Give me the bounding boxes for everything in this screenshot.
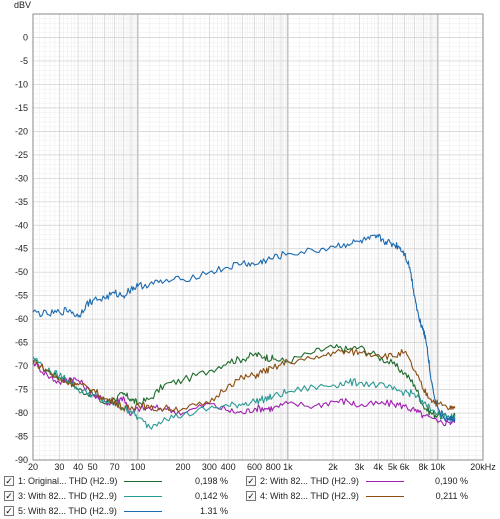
y-tick-label: -90: [15, 455, 28, 465]
x-tick-label: 20: [28, 462, 38, 472]
x-tick-label: 10k: [431, 462, 446, 472]
x-tick-label: 200: [175, 462, 190, 472]
legend-checkbox-5[interactable]: ✓: [4, 506, 14, 516]
legend-label-5: 5: With 82... THD (H2..9): [18, 506, 117, 516]
y-tick-label: -25: [15, 150, 28, 160]
x-tick-label: 5k: [388, 462, 398, 472]
y-tick-label: -40: [15, 220, 28, 230]
y-tick-labels: 0 -5 -10 -15 -20 -25 -30 -35 -40 -45 -50 -55 -60 -65 -…: [15, 32, 28, 465]
y-tick-label: -65: [15, 338, 28, 348]
legend-value-5: 1.31 %: [199, 506, 228, 516]
series-line-4: [32, 348, 456, 413]
y-tick-label: -50: [15, 267, 28, 277]
legend-label-3: 3: With 82... THD (H2..9): [18, 491, 117, 501]
x-tick-label: 400: [221, 462, 236, 472]
legend-value-2: 0,190 %: [434, 476, 468, 486]
thd-chart: 0 -5 -10 -15 -20 -25 -30 -35 -40 -45 -50 -55 -60 -65 -…: [14, 0, 497, 472]
x-tick-label: 40: [73, 462, 83, 472]
x-tick-label: 8k: [419, 462, 429, 472]
y-tick-label: -5: [20, 56, 28, 66]
y-tick-label: -35: [15, 197, 28, 207]
legend-checkbox-4[interactable]: ✓: [246, 491, 256, 501]
y-tick-label: -60: [15, 314, 28, 324]
x-tick-label: 1k: [283, 462, 293, 472]
x-tick-label: 2k: [328, 462, 338, 472]
y-tick-label: -85: [15, 432, 28, 442]
series-layer: [32, 233, 456, 430]
y-tick-label: -20: [15, 126, 28, 136]
legend-swatch-5: [124, 511, 162, 512]
legend-item-1[interactable]: ✓ 1: Original... THD (H2..9) 0,198 %: [4, 475, 244, 489]
legend-swatch-1: [124, 481, 162, 482]
y-tick-label: -30: [15, 173, 28, 183]
grid-major: [32, 14, 484, 461]
legend-item-3[interactable]: ✓ 3: With 82... THD (H2..9) 0,142 %: [4, 490, 244, 504]
y-tick-label: -70: [15, 361, 28, 371]
legend-checkbox-2[interactable]: ✓: [246, 476, 256, 486]
x-tick-label: 300: [202, 462, 217, 472]
legend-item-2[interactable]: ✓ 2: With 82... THD (H2..9) 0,190 %: [246, 475, 496, 489]
x-tick-label: 600: [247, 462, 262, 472]
series-line-5: [32, 233, 456, 423]
plot-frame: [32, 13, 484, 461]
legend-label-4: 4: With 82... THD (H2..9): [260, 491, 359, 501]
legend-item-4[interactable]: ✓ 4: With 82... THD (H2..9) 0,211 %: [246, 490, 496, 504]
legend-checkbox-1[interactable]: ✓: [4, 476, 14, 486]
y-axis-unit: dBV: [14, 0, 31, 10]
x-tick-label: 70: [110, 462, 120, 472]
legend-label-1: 1: Original... THD (H2..9): [18, 476, 118, 486]
x-tick-label: 50: [88, 462, 98, 472]
legend-label-2: 2: With 82... THD (H2..9): [260, 476, 359, 486]
y-tick-label: -55: [15, 291, 28, 301]
y-tick-label: -80: [15, 408, 28, 418]
legend-value-3: 0,142 %: [194, 491, 228, 501]
legend-swatch-2: [366, 481, 404, 482]
y-tick-label: -10: [15, 79, 28, 89]
series-line-3: [32, 356, 456, 430]
x-tick-label: 4k: [373, 462, 383, 472]
y-tick-label: 0: [23, 32, 28, 42]
x-tick-label: 800: [266, 462, 281, 472]
legend-value-1: 0,198 %: [194, 476, 228, 486]
x-tick-label: 20kHz: [470, 462, 496, 472]
x-tick-label: 6k: [400, 462, 410, 472]
x-tick-label: 3k: [355, 462, 365, 472]
series-line-2: [32, 361, 456, 427]
legend-value-4: 0,211 %: [435, 491, 468, 501]
y-tick-label: -15: [15, 103, 28, 113]
legend: ✓ 1: Original... THD (H2..9) 0,198 % ✓ 2…: [0, 474, 500, 519]
legend-checkbox-3[interactable]: ✓: [4, 491, 14, 501]
legend-swatch-3: [124, 496, 162, 497]
x-tick-labels: 20 30 40 50 70 100 200 300 400 600 800 1k 2k 3k 4k 5k 6k…: [28, 462, 496, 472]
legend-swatch-4: [366, 496, 404, 497]
x-tick-label: 100: [130, 462, 145, 472]
y-tick-label: -75: [15, 385, 28, 395]
x-tick-label: 30: [54, 462, 64, 472]
legend-item-5[interactable]: ✓ 5: With 82... THD (H2..9) 1.31 %: [4, 505, 244, 519]
y-tick-label: -45: [15, 244, 28, 254]
